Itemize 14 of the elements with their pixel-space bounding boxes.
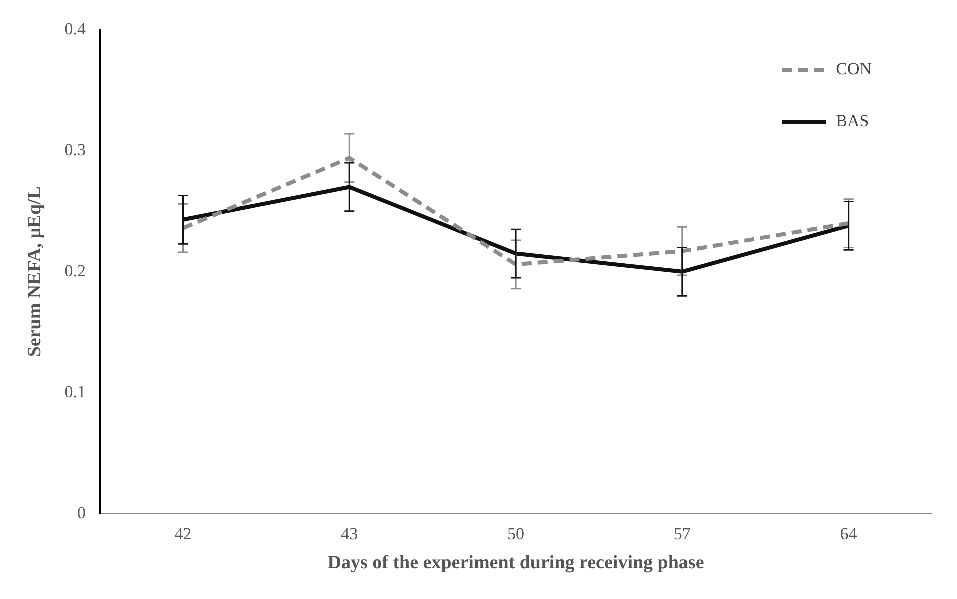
y-axis-title: Serum NEFA, µEq/L	[24, 186, 46, 358]
y-tick-label: 0	[78, 503, 86, 522]
y-tick-label: 0.3	[64, 140, 86, 160]
x-tick-label: 57	[674, 524, 692, 544]
x-tick-label: 43	[341, 524, 358, 544]
x-tick-label: 64	[840, 524, 858, 544]
x-axis-title: Days of the experiment during receiving phase	[328, 552, 704, 574]
y-tick-label: 0.4	[64, 19, 87, 38]
legend-label: CON	[836, 59, 872, 78]
y-tick-label: 0.1	[64, 382, 86, 402]
x-tick-label: 50	[508, 524, 525, 544]
x-tick-label: 42	[174, 524, 192, 544]
y-tick-label: 0.2	[64, 261, 86, 280]
legend-label: BAS	[836, 111, 870, 130]
